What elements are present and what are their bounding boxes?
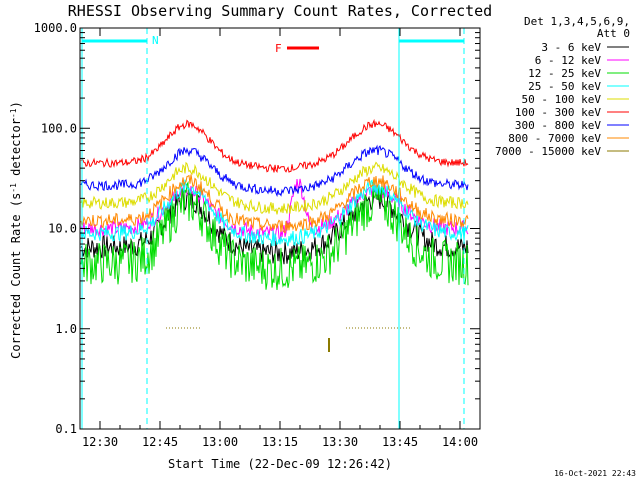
- series-line-4: [80, 161, 469, 215]
- legend-label-6: 300 - 800 keV: [515, 119, 601, 132]
- x-tick-label: 13:00: [202, 435, 238, 449]
- x-tick-label: 14:00: [442, 435, 478, 449]
- y-tick-label: 10.0: [48, 222, 77, 236]
- series-line-5: [80, 118, 469, 173]
- legend-label-8: 7000 - 15000 keV: [495, 145, 601, 158]
- y-tick-label: 1000.0: [34, 21, 77, 35]
- series-line-7: [80, 174, 469, 234]
- night-label: N: [152, 34, 159, 47]
- y-tick-label: 1.0: [55, 322, 77, 336]
- legend-header-1: Det 1,3,4,5,6,9,: [524, 15, 630, 28]
- x-tick-label: 13:30: [322, 435, 358, 449]
- legend-label-1: 6 - 12 keV: [535, 54, 602, 67]
- series-layer: [80, 118, 469, 291]
- annotation-layer: NF: [81, 28, 465, 429]
- series-line-2: [80, 180, 469, 291]
- y-axis-label: Corrected Count Rate (s-1 detector-1): [9, 101, 23, 359]
- x-tick-label: 13:15: [262, 435, 298, 449]
- legend-label-4: 50 - 100 keV: [522, 93, 602, 106]
- legend-label-2: 12 - 25 keV: [528, 67, 601, 80]
- x-axis-label: Start Time (22-Dec-09 12:26:42): [168, 457, 392, 471]
- legend-header-2: Att 0: [597, 27, 630, 40]
- x-tick-label: 12:30: [82, 435, 118, 449]
- series-line-6: [80, 144, 469, 198]
- y-axis: 0.1 1.0 10.0 100.0 1000.0: [34, 21, 480, 436]
- legend-label-0: 3 - 6 keV: [541, 41, 601, 54]
- series-line-3: [80, 179, 469, 247]
- timestamp: 16-Oct-2021 22:43: [554, 469, 636, 478]
- legend-label-3: 25 - 50 keV: [528, 80, 601, 93]
- x-axis: 12:30 12:45 13:00 13:15 13:30 13:45 14:00: [79, 28, 481, 449]
- x-tick-label: 13:45: [382, 435, 418, 449]
- x-tick-label: 12:45: [142, 435, 178, 449]
- y-tick-label: 0.1: [55, 422, 77, 436]
- y-tick-label: 100.0: [41, 121, 77, 135]
- legend-label-7: 800 - 7000 keV: [508, 132, 601, 145]
- legend-label-5: 100 - 300 keV: [515, 106, 601, 119]
- flare-label: F: [275, 42, 282, 55]
- chart-title: RHESSI Observing Summary Count Rates, Co…: [68, 2, 492, 20]
